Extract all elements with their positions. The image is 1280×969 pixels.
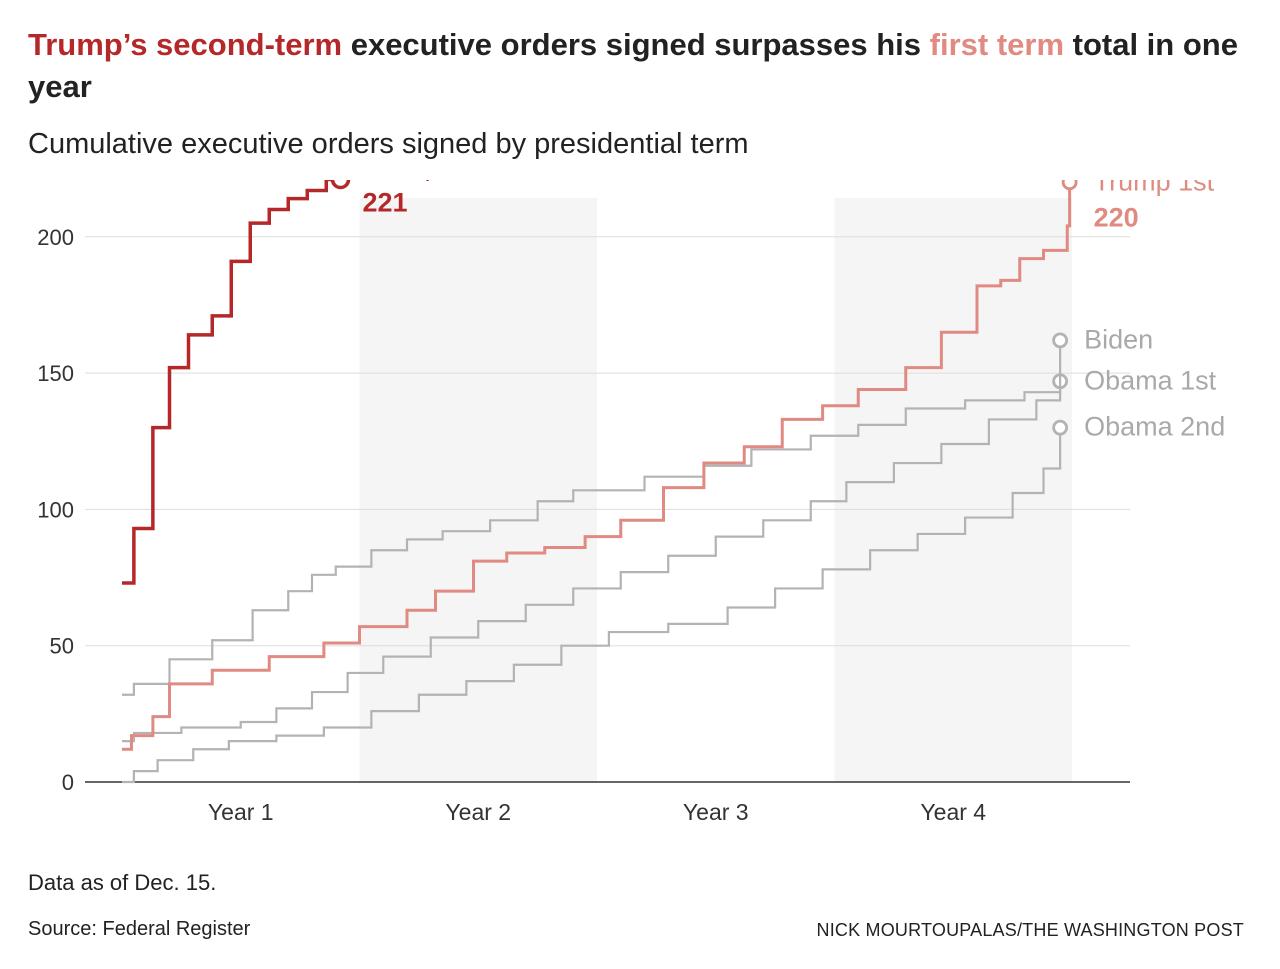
x-tick-label-year-1: Year 1: [208, 799, 274, 825]
endpoint-marker-obama2: [1052, 419, 1069, 436]
year-band-1: [359, 198, 597, 782]
headline-trump-second-term: Trump’s second-term: [28, 27, 343, 62]
series-line-trump2: [122, 180, 341, 585]
end-value-trump1: 220: [1094, 202, 1139, 232]
x-tick-label-year-4: Year 4: [920, 799, 986, 825]
end-label-biden: Biden: [1084, 324, 1153, 354]
year-band-2: [834, 198, 1072, 782]
series-line-obama1: [122, 381, 1062, 743]
series-line-obama2: [122, 427, 1062, 784]
endpoint-marker-biden: [1052, 332, 1069, 349]
end-label-trump1: Trump 1st: [1094, 180, 1215, 196]
endpoint-marker-trump2: [330, 180, 351, 190]
y-tick-label-0: 0: [62, 770, 74, 795]
x-tick-label-year-2: Year 2: [445, 799, 511, 825]
headline-middle: executive orders signed surpasses his: [342, 27, 930, 62]
chart-subtitle: Cumulative executive orders signed by pr…: [28, 128, 749, 160]
y-tick-label-100: 100: [37, 497, 74, 522]
series-line-biden: [122, 340, 1062, 696]
headline: Trump’s second-term executive orders sig…: [28, 24, 1258, 108]
endpoint-marker-trump1: [1061, 180, 1078, 191]
end-label-obama1: Obama 1st: [1084, 365, 1217, 395]
end-label-obama2: Obama 2nd: [1084, 412, 1225, 442]
headline-end: total in one year: [28, 27, 1238, 104]
series-line-trump1: [122, 182, 1072, 751]
y-tick-label-200: 200: [37, 225, 74, 250]
credit-line: NICK MOURTOUPALAS/THE WASHINGTON POST: [816, 920, 1244, 940]
y-tick-label-50: 50: [50, 634, 74, 659]
end-value-trump2: 221: [363, 188, 408, 218]
source-line: Source: Federal Register: [28, 918, 251, 940]
end-label-trump2: Trump 2nd: [363, 180, 493, 182]
cumulative-orders-chart: 0 50 100 150 200 Year 1 Year 2 Year 3 Year 4 Trum…: [37, 180, 1225, 825]
y-tick-label-150: 150: [37, 361, 74, 386]
headline-first-term: first term: [929, 27, 1065, 62]
data-note: Data as of Dec. 15.: [28, 870, 217, 895]
x-tick-label-year-3: Year 3: [683, 799, 749, 825]
